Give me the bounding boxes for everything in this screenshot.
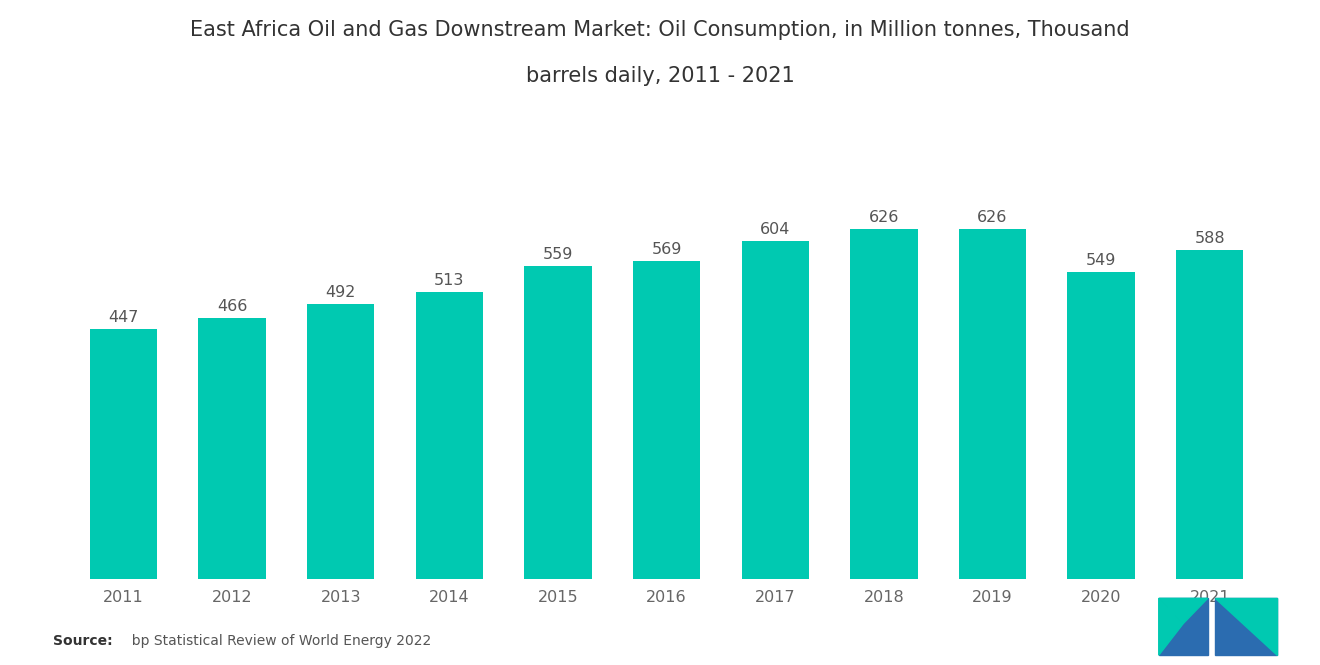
Polygon shape (1216, 598, 1276, 655)
Text: 549: 549 (1086, 253, 1117, 268)
Bar (308, 304, 375, 579)
Bar (742, 241, 809, 579)
Text: 604: 604 (760, 222, 791, 237)
Polygon shape (1216, 598, 1276, 655)
Bar (632, 261, 701, 579)
Bar (416, 292, 483, 579)
Bar (90, 329, 157, 579)
Bar (958, 229, 1026, 579)
Text: East Africa Oil and Gas Downstream Market: Oil Consumption, in Million tonnes, T: East Africa Oil and Gas Downstream Marke… (190, 20, 1130, 40)
Text: 626: 626 (869, 210, 899, 225)
Text: 447: 447 (108, 310, 139, 325)
Text: barrels daily, 2011 - 2021: barrels daily, 2011 - 2021 (525, 66, 795, 86)
Text: 466: 466 (216, 299, 247, 315)
Text: bp Statistical Review of World Energy 2022: bp Statistical Review of World Energy 20… (123, 634, 432, 648)
Text: 492: 492 (326, 285, 356, 300)
Text: 569: 569 (651, 242, 682, 257)
Bar (1176, 250, 1243, 579)
Bar (524, 266, 591, 579)
Text: 626: 626 (977, 210, 1007, 225)
Text: 513: 513 (434, 273, 465, 288)
Polygon shape (1159, 598, 1183, 655)
Text: Source:: Source: (53, 634, 112, 648)
Text: 588: 588 (1195, 231, 1225, 246)
Text: 559: 559 (543, 247, 573, 263)
Bar (850, 229, 917, 579)
Bar (198, 319, 265, 579)
Polygon shape (1159, 598, 1208, 655)
Polygon shape (1159, 598, 1208, 624)
Bar (1068, 272, 1135, 579)
